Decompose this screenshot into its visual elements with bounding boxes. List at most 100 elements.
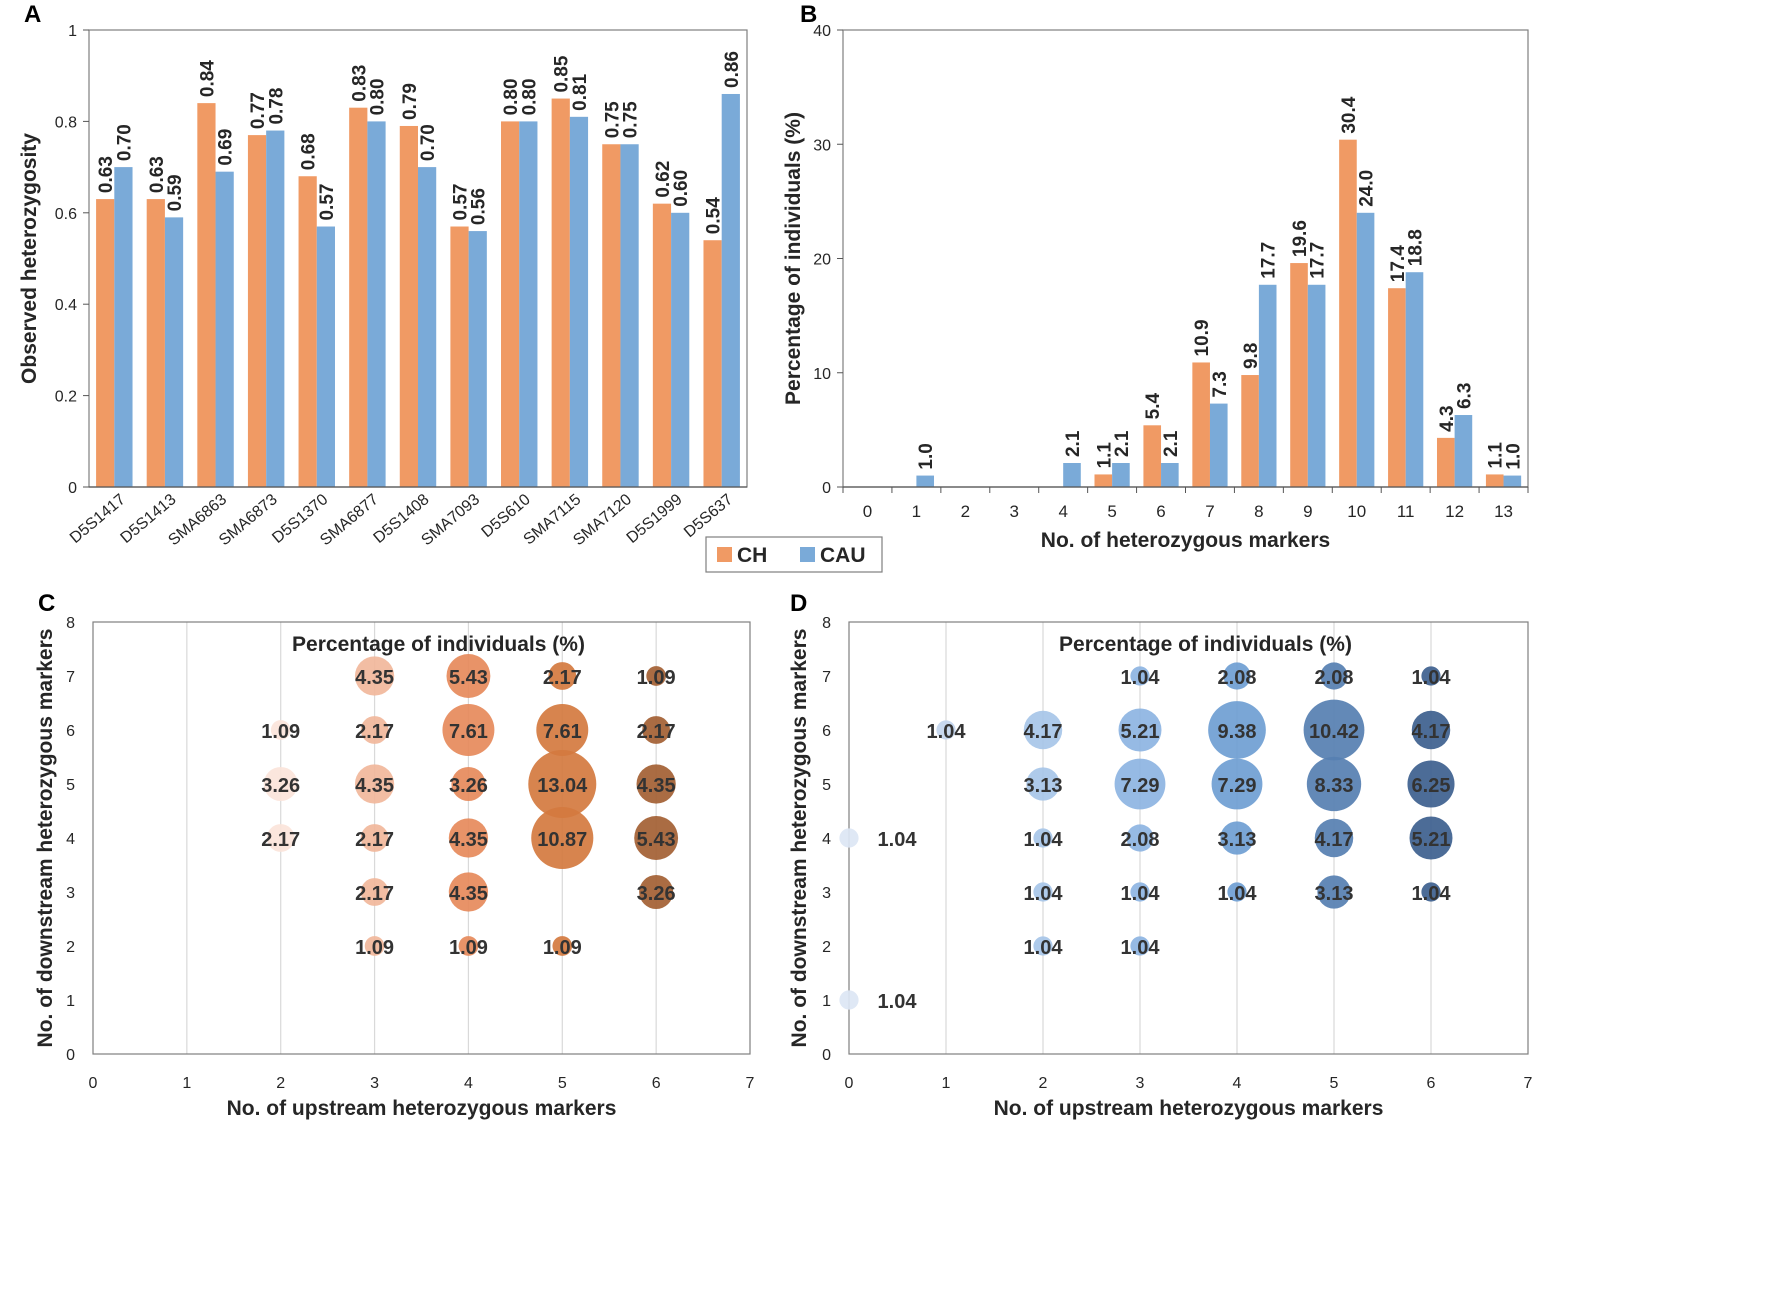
data-label: 1.0 xyxy=(916,443,937,469)
bar-ch xyxy=(247,135,267,488)
bubble xyxy=(1114,758,1166,810)
x-axis-label: No. of upstream heterozygous markers xyxy=(227,1097,617,1120)
bubble-label: 2.08 xyxy=(1315,667,1354,689)
data-label: 0.60 xyxy=(671,170,692,207)
bar-cau xyxy=(1063,463,1081,487)
bar-cau xyxy=(1503,475,1522,487)
data-label: 0.70 xyxy=(114,124,135,161)
bubble xyxy=(1407,760,1455,808)
bubble-label: 1.04 xyxy=(1218,883,1258,905)
bar-cau xyxy=(620,144,639,487)
bar-ch xyxy=(349,107,368,487)
bubble-label: 1.04 xyxy=(1121,667,1161,689)
bar-cau xyxy=(164,217,184,487)
bubble xyxy=(528,750,597,818)
x-tick-label: 2 xyxy=(961,502,970,521)
bubble xyxy=(1130,882,1150,902)
bubble-label: 10.42 xyxy=(1309,721,1359,743)
bubble-label: 2.08 xyxy=(1218,667,1257,689)
bar-ch xyxy=(652,203,672,487)
panel-letter: D xyxy=(790,590,807,617)
bar-ch xyxy=(1192,362,1210,487)
bubble xyxy=(552,936,573,956)
y-tick-label: 0 xyxy=(66,1047,75,1064)
bar-ch xyxy=(399,125,418,487)
data-label: 1.0 xyxy=(1503,443,1524,469)
data-label: 0.83 xyxy=(349,65,370,102)
y-tick-label: 8 xyxy=(66,615,75,632)
data-label: 0.81 xyxy=(570,73,591,110)
bubble xyxy=(1227,882,1247,902)
bubble xyxy=(1411,710,1451,750)
bar-ch xyxy=(450,226,469,487)
bubble-label: 1.09 xyxy=(637,667,676,689)
y-tick-label: 0 xyxy=(822,1047,831,1064)
y-tick-label: 0 xyxy=(822,480,831,497)
y-tick-label: 8 xyxy=(822,615,831,632)
bubble-label: 1.04 xyxy=(1412,883,1452,905)
bubble-label: 5.43 xyxy=(449,667,488,689)
bar-ch xyxy=(1339,139,1357,487)
x-tick-label: 0 xyxy=(845,1075,854,1092)
bar-cau xyxy=(1356,212,1375,488)
bar-cau xyxy=(266,130,285,488)
bubble xyxy=(646,666,666,686)
bubble xyxy=(1314,818,1354,858)
x-tick-label: 3 xyxy=(1010,502,1019,521)
bubble xyxy=(360,824,389,852)
x-tick-label: 2 xyxy=(1039,1075,1048,1092)
bubbles: 1.09 3.26 2.17 4.35 2.17 4.35 2.17 2.17 1.09 5.43… xyxy=(261,654,679,959)
x-tick-label: 0 xyxy=(89,1075,98,1092)
y-tick-label: 0.2 xyxy=(55,389,77,406)
data-label: 17.7 xyxy=(1308,242,1329,279)
y-tick-label: 1 xyxy=(66,993,75,1010)
data-label: 0.79 xyxy=(400,83,421,120)
bubble xyxy=(354,764,395,804)
bubble xyxy=(1317,875,1351,909)
bar-cau xyxy=(569,116,589,487)
y-tick-label: 2 xyxy=(822,939,831,956)
bar-cau xyxy=(367,121,386,488)
y-tick-label: 2 xyxy=(66,939,75,956)
bubbles: 1.04 1.04 1.04 4.17 3.13 1.04 1.04 1.04 1.04 5.21… xyxy=(839,662,1455,1013)
panel-d: D 0 1 2 3 4 5 6 7 0 1 2 3 4 5 6 7 8 Percentage of individu… xyxy=(788,590,1533,1120)
bubble-label: 1.09 xyxy=(449,937,488,959)
data-label: 10.9 xyxy=(1192,319,1213,356)
x-tick-label: 7 xyxy=(1205,502,1214,521)
bubble xyxy=(639,875,674,909)
bar-cau xyxy=(114,167,133,487)
x-tick-label: 1 xyxy=(182,1075,191,1092)
bar-cau xyxy=(468,231,487,487)
bubble-label: 3.26 xyxy=(261,775,300,797)
legend-frame xyxy=(705,536,883,573)
bar-ch xyxy=(1241,375,1259,487)
bubble-label: 3.13 xyxy=(1024,775,1063,797)
bar-cau xyxy=(1161,463,1179,487)
y-tick-label: 1 xyxy=(68,23,77,40)
bubble-label: 1.04 xyxy=(878,991,918,1013)
bubble-label: 6.25 xyxy=(1412,775,1451,797)
data-label: 24.0 xyxy=(1357,170,1378,207)
bubble-label: 1.04 xyxy=(1024,829,1064,851)
y-tick-label: 6 xyxy=(66,723,75,740)
bar-ch xyxy=(1094,474,1113,487)
bubble xyxy=(1033,828,1053,848)
bubble-label: 4.35 xyxy=(637,775,676,797)
data-label: 0.78 xyxy=(266,88,287,125)
bubble-label: 4.17 xyxy=(1412,721,1451,743)
data-label: 0.57 xyxy=(451,184,472,221)
panel-c: C 0 1 2 3 4 5 6 7 0 1 2 3 4 5 6 7 8 Percentage of individu… xyxy=(34,590,755,1120)
bubble xyxy=(1126,824,1154,852)
bubble-label: 7.29 xyxy=(1121,775,1160,797)
bar-cau xyxy=(916,475,935,487)
y-axis-label: Observed heterozygosity xyxy=(18,133,41,384)
legend-swatch-ch xyxy=(717,547,732,562)
bubble-label: 2.17 xyxy=(355,883,394,905)
x-tick-label: 2 xyxy=(276,1075,285,1092)
x-tick-label: 5 xyxy=(1330,1075,1339,1092)
bar-cau xyxy=(1258,284,1277,487)
bubble-label: 5.43 xyxy=(637,829,676,851)
y-tick-label: 4 xyxy=(66,831,75,848)
